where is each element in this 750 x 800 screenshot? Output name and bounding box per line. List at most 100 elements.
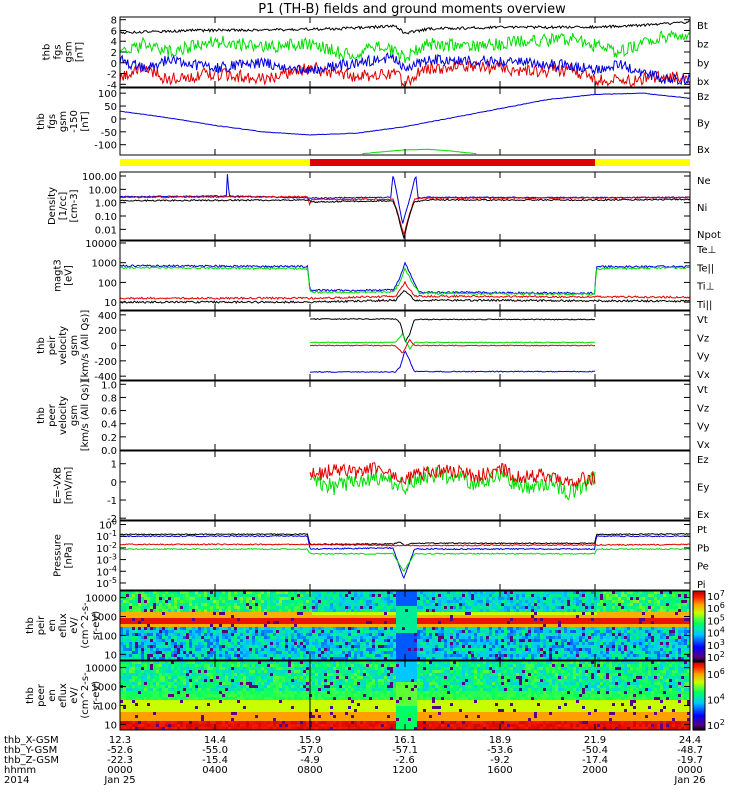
spec-cell bbox=[411, 606, 415, 610]
spec-cell bbox=[129, 621, 133, 625]
spec-cell bbox=[633, 657, 637, 660]
spec-cell bbox=[318, 636, 322, 640]
spec-cell bbox=[402, 615, 406, 619]
spec-cell bbox=[138, 700, 142, 704]
spec-cell bbox=[525, 603, 529, 607]
spec-cell bbox=[357, 606, 361, 610]
spec-cell bbox=[450, 651, 454, 655]
spec-cell bbox=[294, 636, 298, 640]
spec-cell bbox=[468, 630, 472, 634]
spec-cell bbox=[291, 594, 295, 598]
spec-cell bbox=[630, 651, 634, 655]
spec-cell bbox=[279, 639, 283, 643]
spec-cell bbox=[612, 636, 616, 640]
spec-cell bbox=[645, 636, 649, 640]
spec-cell bbox=[153, 636, 157, 640]
spec-cell bbox=[336, 633, 340, 637]
spec-cell bbox=[366, 600, 370, 604]
spec-cell bbox=[630, 609, 634, 613]
spec-cell bbox=[375, 621, 379, 625]
spec-cell bbox=[489, 633, 493, 637]
spec-cell bbox=[366, 639, 370, 643]
spec-cell bbox=[240, 621, 244, 625]
spec-cell bbox=[210, 636, 214, 640]
spec-cell bbox=[138, 636, 142, 640]
spec-cell bbox=[477, 636, 481, 640]
spec-cell bbox=[501, 621, 505, 625]
spec-cell bbox=[609, 636, 613, 640]
spec-cell bbox=[585, 630, 589, 634]
spec-cell bbox=[486, 633, 490, 637]
spec-cell bbox=[171, 676, 175, 680]
spec-cell bbox=[135, 624, 139, 628]
spec-cell bbox=[657, 639, 661, 643]
spec-cell bbox=[213, 609, 217, 613]
spec-cell bbox=[624, 657, 628, 660]
spec-cell bbox=[219, 615, 223, 619]
spec-cell bbox=[408, 594, 412, 598]
spec-cell bbox=[126, 682, 130, 686]
spec-cell bbox=[435, 597, 439, 601]
spec-cell bbox=[579, 603, 583, 607]
spec-cell bbox=[120, 642, 124, 646]
spec-cell bbox=[240, 642, 244, 646]
spec-cell bbox=[630, 645, 634, 649]
spec-cell bbox=[288, 600, 292, 604]
spec-cell bbox=[210, 639, 214, 643]
spec-cell bbox=[123, 661, 127, 665]
spec-cell bbox=[540, 639, 544, 643]
spec-cell bbox=[405, 591, 409, 595]
spec-cell bbox=[597, 606, 601, 610]
spec-cell bbox=[339, 621, 343, 625]
spec-cell bbox=[552, 636, 556, 640]
spec-cell bbox=[495, 657, 499, 660]
spec-cell bbox=[552, 600, 556, 604]
spec-cell bbox=[486, 597, 490, 601]
spec-cell bbox=[141, 645, 145, 649]
spec-cell bbox=[414, 606, 418, 610]
spec-cell bbox=[402, 648, 406, 652]
spec-cell bbox=[591, 651, 595, 655]
spec-cell bbox=[405, 645, 409, 649]
spec-cell bbox=[348, 624, 352, 628]
spec-cell bbox=[246, 597, 250, 601]
spec-cell bbox=[339, 591, 343, 595]
spec-cell bbox=[396, 654, 400, 658]
spec-cell bbox=[186, 633, 190, 637]
spec-cell bbox=[189, 606, 193, 610]
spec-cell bbox=[438, 633, 442, 637]
spec-cell bbox=[177, 661, 181, 665]
spec-cell bbox=[255, 627, 259, 631]
spec-cell bbox=[642, 633, 646, 637]
spec-cell bbox=[582, 591, 586, 595]
spec-cell bbox=[255, 642, 259, 646]
spec-cell bbox=[207, 600, 211, 604]
spec-cell bbox=[423, 612, 427, 616]
spec-cell bbox=[426, 603, 430, 607]
spec-cell bbox=[519, 621, 523, 625]
spec-cell bbox=[345, 600, 349, 604]
spec-cell bbox=[672, 609, 676, 613]
spec-cell bbox=[465, 591, 469, 595]
spec-cell bbox=[315, 648, 319, 652]
spec-cell bbox=[687, 645, 690, 649]
spec-cell bbox=[438, 621, 442, 625]
spec-cell bbox=[630, 624, 634, 628]
spec-cell bbox=[468, 609, 472, 613]
spec-cell bbox=[135, 727, 139, 730]
spec-cell bbox=[162, 651, 166, 655]
spec-cell bbox=[144, 724, 148, 728]
spec-cell bbox=[687, 618, 690, 622]
spec-cell bbox=[273, 618, 277, 622]
colorbar-cell bbox=[693, 637, 705, 639]
spec-cell bbox=[450, 654, 454, 658]
spec-cell bbox=[195, 639, 199, 643]
spec-cell bbox=[252, 636, 256, 640]
spec-cell bbox=[153, 679, 157, 683]
spec-cell bbox=[342, 609, 346, 613]
spec-cell bbox=[663, 642, 667, 646]
spec-cell bbox=[267, 627, 271, 631]
spec-cell bbox=[600, 654, 604, 658]
spec-cell bbox=[249, 594, 253, 598]
spec-cell bbox=[213, 627, 217, 631]
